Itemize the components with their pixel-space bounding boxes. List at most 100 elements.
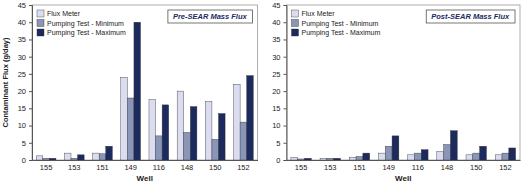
bar [156, 136, 163, 160]
bar [205, 101, 212, 160]
bar [320, 158, 327, 160]
tick-mark [29, 160, 32, 161]
legend-label: Pumping Test - Maximum [47, 29, 126, 37]
legend-label: Pumping Test - Maximum [302, 29, 381, 37]
y-tick: 30 [272, 53, 286, 62]
legend-swatch [37, 29, 44, 36]
tick-mark [29, 143, 32, 144]
y-axis-title: Contaminant Flux (g/day) [1, 37, 10, 128]
tick-label: 116 [153, 163, 165, 172]
tick-label: 152 [499, 163, 512, 172]
chart-title: Post-SEAR Mass Flux [431, 12, 510, 21]
tick-label: 15 [18, 104, 26, 113]
bar [190, 107, 197, 160]
x-axis-title: Well [137, 174, 153, 183]
tick-label: 35 [18, 35, 26, 44]
y-axis: 051015202530354045 [272, 1, 287, 165]
axis-line [284, 6, 288, 161]
bar [502, 153, 509, 160]
legend-item: Pumping Test - Minimum [37, 20, 124, 28]
chart-panel: 0510152025303540451551531511491161481501… [1, 1, 258, 183]
tick-mark [29, 39, 32, 40]
x-tick: 116 [412, 160, 424, 172]
x-tick: 152 [499, 160, 512, 172]
x-axis: 155153151149116148150152 [287, 160, 521, 172]
bar [43, 158, 50, 160]
bar [450, 131, 457, 160]
tick-label: 40 [272, 18, 280, 27]
bar [437, 151, 444, 160]
legend-item: Pumping Test - Maximum [37, 29, 126, 37]
y-tick: 40 [272, 18, 286, 27]
tick-label: 25 [18, 70, 26, 79]
legend-swatch [37, 20, 44, 27]
tick-label: 25 [272, 70, 280, 79]
bar [149, 100, 156, 160]
legend-item: Flux Meter [37, 10, 81, 17]
y-tick: 5 [22, 139, 32, 148]
tick-label: 151 [353, 163, 366, 172]
x-tick: 151 [353, 160, 366, 172]
bar [327, 158, 334, 160]
y-tick: 10 [18, 121, 32, 130]
bar [334, 158, 341, 160]
bar [378, 153, 385, 160]
tick-label: 5 [22, 139, 26, 148]
x-tick: 116 [153, 160, 165, 172]
tick-label: 45 [272, 1, 280, 10]
bar [408, 155, 415, 160]
tick-label: 150 [209, 163, 222, 172]
tick-label: 40 [18, 18, 26, 27]
bar [36, 156, 43, 160]
bar [49, 158, 56, 160]
bar [385, 146, 392, 160]
bar [480, 146, 487, 160]
tick-label: 116 [412, 163, 424, 172]
y-axis: 0 5 10 15 20 25 30 35 40 45 [18, 1, 33, 165]
y-tick: 0 [22, 156, 32, 165]
y-tick: 30 [18, 53, 32, 62]
bar [127, 98, 134, 160]
x-tick: 153 [68, 160, 81, 172]
tick-label: 0 [22, 156, 26, 165]
y-tick: 35 [272, 35, 286, 44]
tick-label: 152 [237, 163, 250, 172]
bar [71, 158, 78, 160]
tick-mark [29, 108, 32, 109]
tick-label: 149 [382, 163, 395, 172]
legend-swatch [292, 10, 299, 17]
y-tick: 10 [272, 121, 286, 130]
tick-label: 30 [18, 53, 26, 62]
y-tick: 40 [18, 18, 32, 27]
x-tick: 149 [124, 160, 137, 172]
bar [184, 132, 191, 160]
tick-label: 20 [272, 87, 280, 96]
bar [349, 157, 356, 160]
tick-label: 10 [18, 121, 26, 130]
tick-label: 155 [295, 163, 308, 172]
chart-panel: 0510152025303540451551531511491161481501… [272, 1, 520, 183]
bar [444, 145, 451, 161]
tick-label: 45 [18, 1, 26, 10]
tick-label: 153 [68, 163, 81, 172]
y-tick: 20 [272, 87, 286, 96]
bar [134, 22, 141, 160]
tick-mark [29, 5, 32, 6]
bar [162, 105, 169, 160]
tick-mark [29, 57, 32, 58]
bar [363, 153, 370, 160]
axis-line [33, 160, 259, 161]
tick-label: 30 [272, 53, 280, 62]
bar [298, 159, 305, 160]
tick-label: 10 [272, 121, 280, 130]
tick-label: 20 [18, 87, 26, 96]
tick-label: 155 [40, 163, 53, 172]
tick-label: 5 [276, 139, 280, 148]
x-tick: 151 [96, 160, 109, 172]
bar [106, 146, 113, 160]
bar [177, 91, 184, 160]
bar [509, 148, 516, 160]
y-tick: 15 [18, 104, 32, 113]
tick-mark [284, 57, 287, 58]
bar [291, 157, 298, 160]
